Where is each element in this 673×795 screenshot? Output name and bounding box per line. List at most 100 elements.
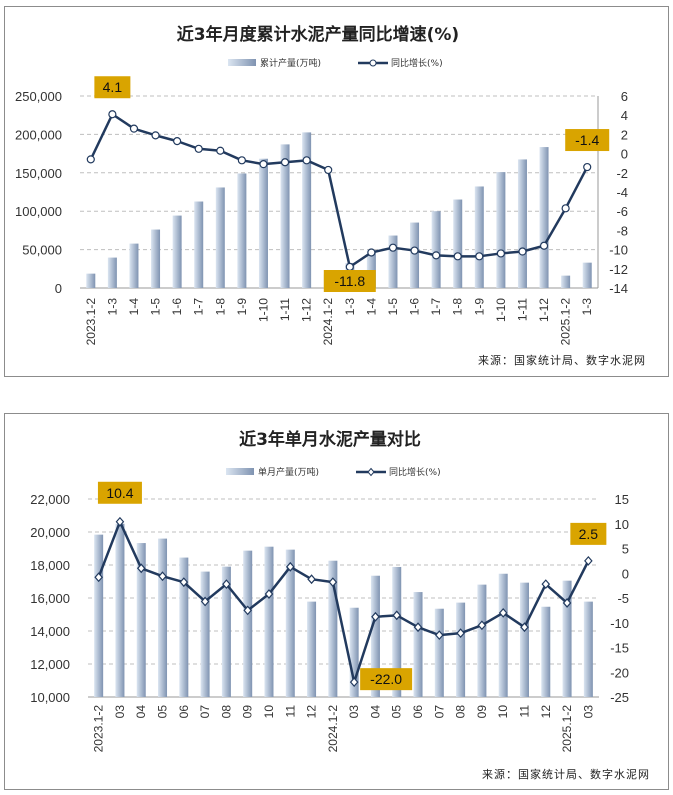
bar xyxy=(221,566,231,697)
annotation-box xyxy=(570,522,607,545)
legend-bar-label: 累计产量(万吨) xyxy=(260,57,321,69)
bar xyxy=(302,132,312,288)
bar xyxy=(215,187,225,288)
right-tick-label: 6 xyxy=(621,89,628,104)
right-tick-label: -2 xyxy=(616,166,628,181)
growth-line xyxy=(97,520,590,684)
chart1-frame xyxy=(4,6,669,377)
category-label: 1-11 xyxy=(278,298,292,321)
line-marker xyxy=(285,561,295,572)
legend-bar-swatch xyxy=(228,59,256,66)
left-tick-label: 12,000 xyxy=(30,657,70,672)
category-label: 2025.1-2 xyxy=(559,298,573,346)
bar xyxy=(151,229,161,288)
line-marker xyxy=(216,146,225,155)
category-label: 1-10 xyxy=(256,298,270,322)
category-label: 08 xyxy=(219,705,233,719)
line-marker xyxy=(243,605,252,616)
line-marker xyxy=(136,563,146,574)
line-marker xyxy=(179,577,189,588)
line-marker xyxy=(498,607,508,618)
line-marker xyxy=(129,124,139,133)
legend-marker-icon xyxy=(367,467,375,477)
left-tick-label: 150,000 xyxy=(15,166,62,181)
annotation-box xyxy=(94,76,131,99)
right-tick-label: 2 xyxy=(621,127,628,142)
right-tick-label: 4 xyxy=(621,108,628,123)
bar xyxy=(517,159,527,288)
line-marker xyxy=(435,630,444,641)
line-marker xyxy=(561,204,570,213)
annotation-box xyxy=(323,270,376,292)
category-label: 1-7 xyxy=(429,298,443,316)
category-label: 09 xyxy=(241,705,255,719)
line-marker xyxy=(237,156,246,165)
line-marker xyxy=(388,243,398,252)
bar xyxy=(434,608,444,697)
line-marker xyxy=(158,571,167,582)
line-marker xyxy=(367,248,376,257)
line-marker xyxy=(392,610,402,621)
category-label: 12 xyxy=(305,705,319,719)
category-label: 04 xyxy=(134,705,148,719)
bar xyxy=(410,222,420,288)
category-label: 03 xyxy=(581,705,595,719)
bar xyxy=(413,592,423,697)
category-label: 2023.1-2 xyxy=(92,705,106,753)
category-label: 03 xyxy=(113,705,127,719)
category-label: 2024.1-2 xyxy=(321,298,335,346)
bar xyxy=(328,560,338,697)
bar xyxy=(107,257,117,288)
right-tick-label: -12 xyxy=(609,262,628,277)
bar xyxy=(280,144,290,288)
annotation-box xyxy=(565,129,610,152)
category-label: 07 xyxy=(432,705,446,719)
category-label: 1-3 xyxy=(580,298,594,316)
annotation-label: 2.5 xyxy=(579,526,599,542)
annotation-label: 10.4 xyxy=(106,485,133,501)
left-tick-label: 250,000 xyxy=(15,89,62,104)
line-marker xyxy=(371,611,380,622)
right-tick-label: 15 xyxy=(615,492,629,507)
line-marker xyxy=(264,589,274,599)
right-tick-label: -5 xyxy=(617,591,629,606)
right-tick-label: 5 xyxy=(622,542,629,557)
line-marker xyxy=(541,579,551,590)
line-marker xyxy=(520,622,529,633)
line-marker xyxy=(475,252,484,261)
chart2: 10,000 12,000 14,000 16,000 18,000 20,000 22,0… xyxy=(30,466,629,752)
left-tick-label: 50,000 xyxy=(22,243,62,258)
bar xyxy=(562,580,572,697)
line-marker xyxy=(562,598,572,608)
line-marker xyxy=(94,572,103,583)
bar xyxy=(431,211,441,288)
bar xyxy=(366,250,376,288)
bar xyxy=(194,201,204,288)
category-label: 1-6 xyxy=(170,298,184,316)
bar xyxy=(541,606,551,697)
right-tick-label: -10 xyxy=(609,243,628,258)
right-tick-label: 0 xyxy=(622,566,629,581)
category-label: 08 xyxy=(454,705,468,719)
right-tick-label: -14 xyxy=(609,281,628,296)
left-tick-label: 18,000 xyxy=(30,558,70,573)
line-marker xyxy=(302,156,311,165)
line-marker xyxy=(413,622,423,633)
line-marker xyxy=(151,131,160,140)
category-label: 1-10 xyxy=(494,298,508,322)
line-marker xyxy=(280,158,290,167)
category-label: 1-9 xyxy=(472,298,486,316)
line-marker xyxy=(115,516,125,527)
bar xyxy=(115,523,125,697)
line-marker xyxy=(583,162,592,172)
line-marker xyxy=(432,251,441,260)
bar xyxy=(519,582,529,697)
right-tick-label: 10 xyxy=(615,517,629,532)
left-tick-label: 0 xyxy=(55,281,62,296)
bar xyxy=(264,546,274,697)
left-tick-label: 22,000 xyxy=(30,492,70,507)
left-tick-label: 20,000 xyxy=(30,525,70,540)
right-tick-label: 0 xyxy=(621,147,628,162)
bar xyxy=(456,602,466,697)
bar xyxy=(179,557,189,697)
